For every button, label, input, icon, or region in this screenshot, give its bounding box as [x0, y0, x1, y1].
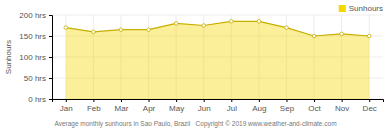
tick-label: Jul: [227, 104, 237, 113]
tick-mark: [49, 15, 52, 16]
tick: Jun: [198, 99, 211, 113]
grid-line: [52, 15, 383, 16]
marker: [340, 32, 344, 36]
tick-mark: [49, 36, 52, 37]
line: [66, 21, 369, 36]
tick: Aug: [252, 99, 266, 113]
chart: Jan Feb Mar Apr May Jun Jul Aug Sep Oct Nov Dec 0 hr…: [0, 0, 391, 129]
marker: [229, 20, 233, 24]
legend-label: Sunhours: [349, 4, 383, 13]
marker: [257, 20, 261, 24]
tick-label: Sep: [280, 104, 295, 113]
y-axis-label: Sunhours: [4, 40, 13, 74]
tick-mark: [314, 99, 315, 102]
tick: 100 hrs: [19, 53, 52, 62]
marker: [119, 28, 123, 32]
marker: [92, 30, 96, 34]
y-axis: 0 hrs 50 hrs 100 hrs 150 hrs 200 hrs: [19, 11, 52, 104]
caption: Average monthly sunhours in Sao Paulo, B…: [54, 120, 336, 128]
tick-label: Oct: [308, 104, 321, 113]
tick-label: 200 hrs: [19, 11, 46, 20]
axis-line: [53, 100, 384, 103]
tick: May: [169, 99, 184, 113]
tick-mark: [231, 99, 232, 102]
tick: 200 hrs: [19, 11, 52, 20]
marks: [64, 20, 371, 100]
plot: Jan Feb Mar Apr May Jun Jul Aug Sep Oct Nov Dec 0 hr…: [19, 11, 383, 113]
tick-label: 150 hrs: [19, 32, 46, 41]
tick: Jul: [227, 99, 237, 113]
x-axis: Jan Feb Mar Apr May Jun Jul Aug Sep Oct Nov Dec: [53, 99, 384, 113]
tick: 150 hrs: [19, 32, 52, 41]
legend-item: Sunhours: [339, 4, 383, 13]
tick: 0 hrs: [28, 95, 52, 104]
tick-label: Aug: [252, 104, 266, 113]
tick-label: Apr: [143, 104, 156, 113]
tick-label: 0 hrs: [28, 95, 46, 104]
area: [66, 21, 369, 99]
tick-mark: [342, 99, 343, 102]
tick-label: 50 hrs: [24, 74, 46, 83]
tick: 50 hrs: [24, 74, 52, 83]
tick: Apr: [143, 99, 156, 113]
marker: [312, 34, 316, 38]
tick-label: Feb: [87, 104, 101, 113]
tick: Jan: [60, 99, 73, 113]
marker: [64, 26, 68, 30]
tick: Nov: [335, 99, 349, 113]
tick: Oct: [308, 99, 321, 113]
legend: Sunhours: [339, 4, 383, 13]
tick-mark: [49, 99, 52, 100]
marker: [174, 22, 178, 26]
tick-label: May: [169, 104, 184, 113]
tick-label: Dec: [363, 104, 377, 113]
grid: [52, 15, 383, 99]
tick-mark: [66, 99, 67, 102]
axis-line: [49, 16, 53, 100]
tick-label: 100 hrs: [19, 53, 46, 62]
tick-mark: [121, 99, 122, 102]
marker: [367, 34, 371, 38]
tick-label: Jun: [198, 104, 211, 113]
tick-label: Jan: [60, 104, 73, 113]
tick-mark: [259, 99, 260, 102]
tick-mark: [49, 78, 52, 79]
tick-mark: [176, 99, 177, 102]
marker: [285, 26, 289, 30]
tick-mark: [286, 99, 287, 102]
tick: Dec: [363, 99, 377, 113]
marker: [147, 28, 151, 32]
tick-mark: [49, 57, 52, 58]
tick: Mar: [115, 99, 129, 113]
marker: [202, 24, 206, 28]
tick-mark: [149, 99, 150, 102]
tick-mark: [93, 99, 94, 102]
tick-mark: [204, 99, 205, 102]
legend-swatch: [339, 5, 346, 12]
tick-mark: [369, 99, 370, 102]
tick-label: Mar: [115, 104, 129, 113]
tick: Feb: [87, 99, 101, 113]
tick-label: Nov: [335, 104, 349, 113]
tick: Sep: [280, 99, 295, 113]
